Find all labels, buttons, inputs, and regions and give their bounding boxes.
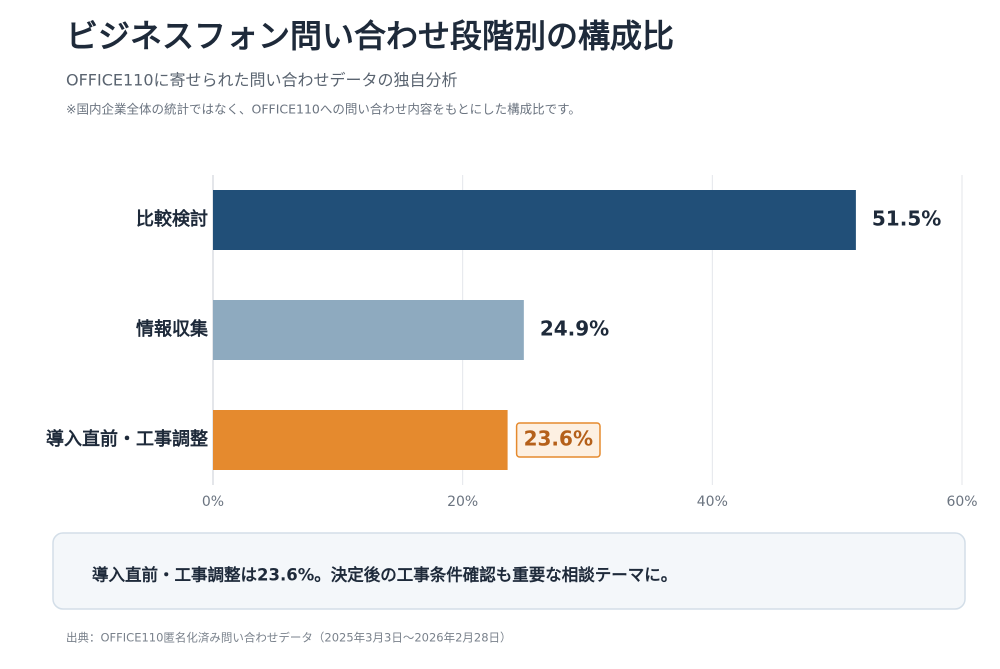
category-label: 導入直前・工事調整 xyxy=(46,428,208,450)
chart-note: ※国内企業全体の統計ではなく、OFFICE110への問い合わせ内容をもとにした構… xyxy=(66,102,581,117)
callout-box xyxy=(52,532,966,610)
source: 出典：OFFICE110匿名化済み問い合わせデータ（2025年3月3日〜2026… xyxy=(66,631,512,645)
x-tick-label: 60% xyxy=(946,494,977,510)
value-label: 51.5% xyxy=(872,207,941,231)
x-tick-label: 40% xyxy=(697,494,728,510)
bar xyxy=(213,300,524,360)
value-label: 24.9% xyxy=(540,317,609,341)
callout-text: 導入直前・工事調整は23.6%。決定後の工事条件確認も重要な相談テーマに。 xyxy=(92,565,677,585)
category-label: 情報収集 xyxy=(136,318,209,340)
value-label-box xyxy=(515,422,601,458)
category-label: 比較検討 xyxy=(136,208,208,230)
x-tick-label: 0% xyxy=(202,494,224,510)
chart-subtitle: OFFICE110に寄せられた問い合わせデータの独自分析 xyxy=(66,71,458,90)
x-tick-label: 20% xyxy=(447,494,478,510)
bar xyxy=(213,190,856,250)
chart-title: ビジネスフォン問い合わせ段階別の構成比 xyxy=(66,17,674,55)
value-label: 23.6% xyxy=(524,427,593,451)
bar xyxy=(213,410,508,470)
